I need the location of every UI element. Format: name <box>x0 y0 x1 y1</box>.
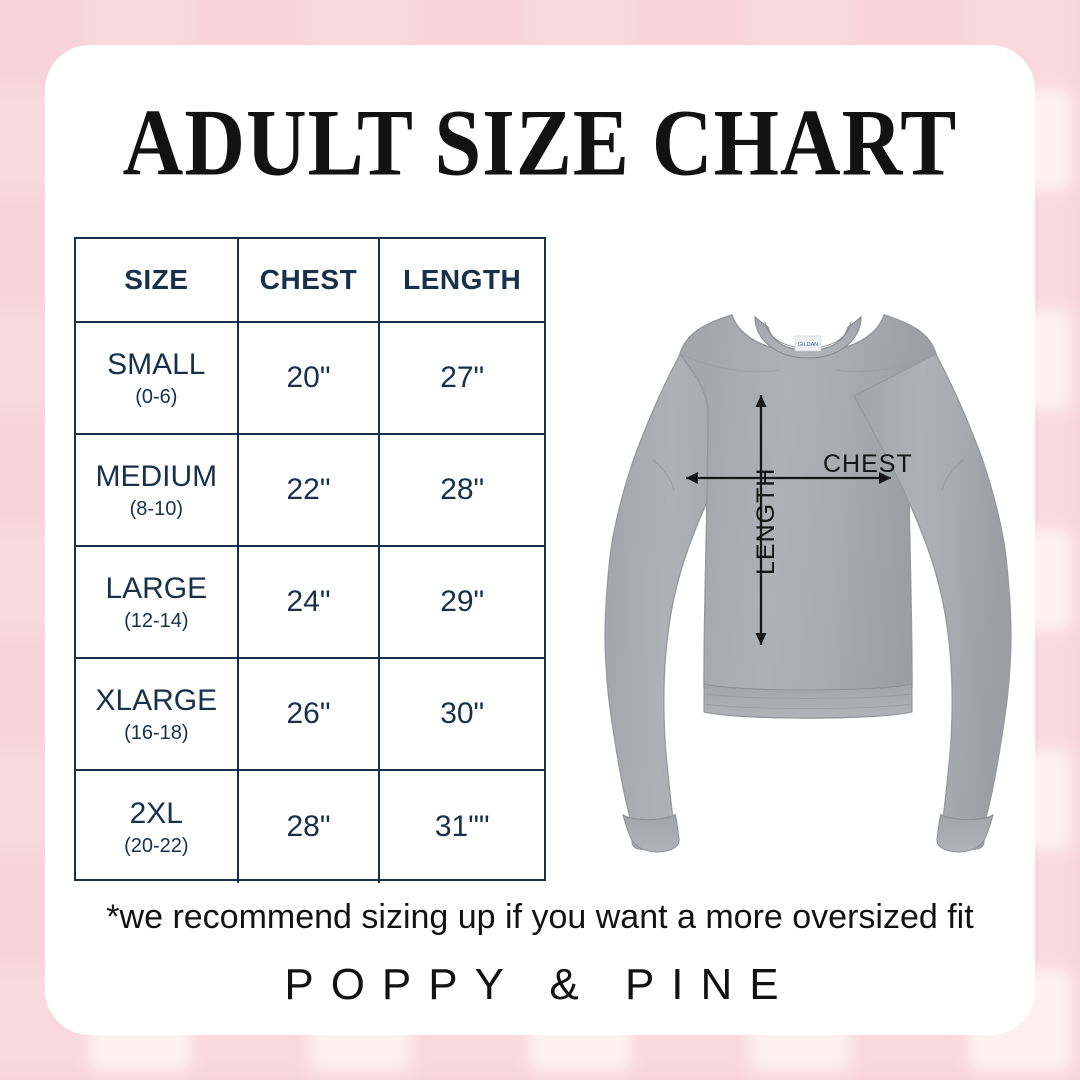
svg-text:GILDAN: GILDAN <box>798 342 819 348</box>
svg-text:CHEST: CHEST <box>823 450 913 478</box>
svg-text:LENGTH: LENGTH <box>752 468 780 575</box>
